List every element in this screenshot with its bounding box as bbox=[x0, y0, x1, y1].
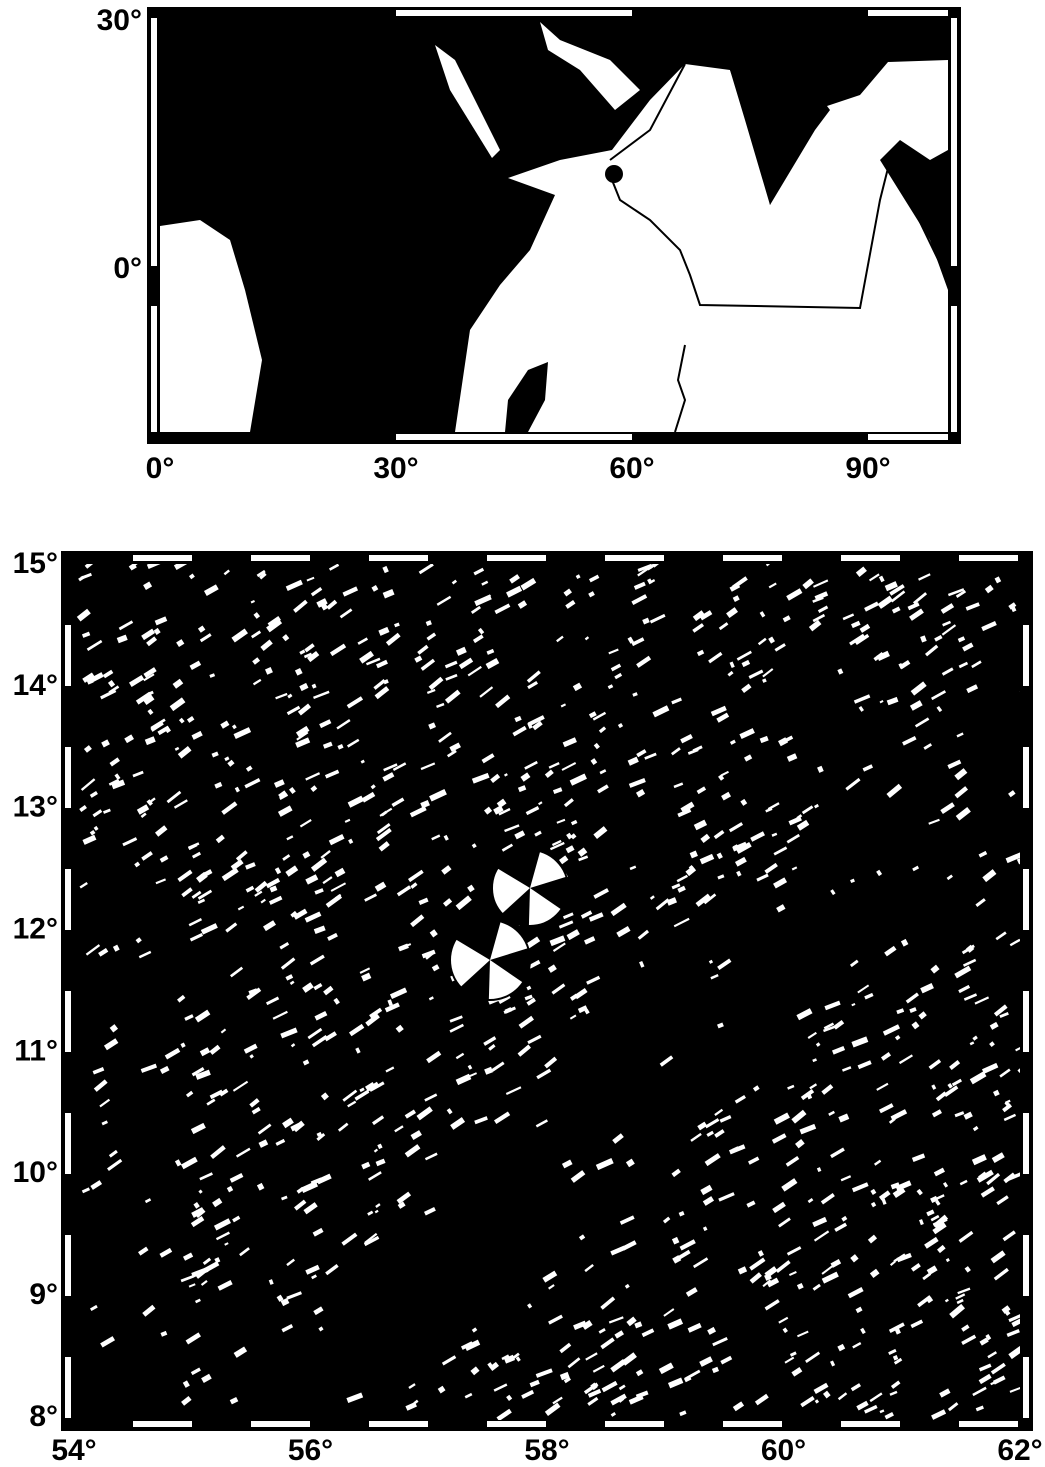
y-tick-label: 14° bbox=[13, 669, 58, 702]
x-tick-label: 62° bbox=[997, 1434, 1042, 1467]
figure: 0° 30° 60° 90° 30° 0° 54° 56° 58° 60° 62° 15° 14° 13°… bbox=[0, 0, 1045, 1467]
overview-map bbox=[148, 8, 960, 443]
y-tick-label: 10° bbox=[13, 1156, 58, 1189]
x-tick-label: 58° bbox=[524, 1434, 569, 1467]
y-tick-label: 8° bbox=[29, 1400, 58, 1433]
y-tick-label: 30° bbox=[97, 4, 142, 37]
page: {"overview_map": {"x_ticks": ["0°", "30°… bbox=[0, 0, 1045, 1467]
x-tick-label: 30° bbox=[373, 452, 418, 485]
x-tick-label: 60° bbox=[609, 452, 654, 485]
y-tick-label: 9° bbox=[29, 1278, 58, 1311]
y-tick-label: 0° bbox=[113, 252, 142, 285]
y-tick-label: 11° bbox=[14, 1034, 58, 1067]
y-tick-label: 13° bbox=[13, 791, 58, 824]
x-tick-label: 60° bbox=[761, 1434, 806, 1467]
frame-outer bbox=[62, 552, 1032, 1430]
x-tick-label: 56° bbox=[288, 1434, 333, 1467]
y-tick-label: 15° bbox=[13, 547, 58, 580]
study-area-marker bbox=[605, 165, 623, 183]
x-tick-label: 0° bbox=[146, 452, 175, 485]
y-tick-label: 12° bbox=[13, 912, 58, 945]
detail-map bbox=[62, 552, 1034, 1430]
x-tick-label: 54° bbox=[51, 1434, 96, 1467]
x-tick-label: 90° bbox=[845, 452, 890, 485]
